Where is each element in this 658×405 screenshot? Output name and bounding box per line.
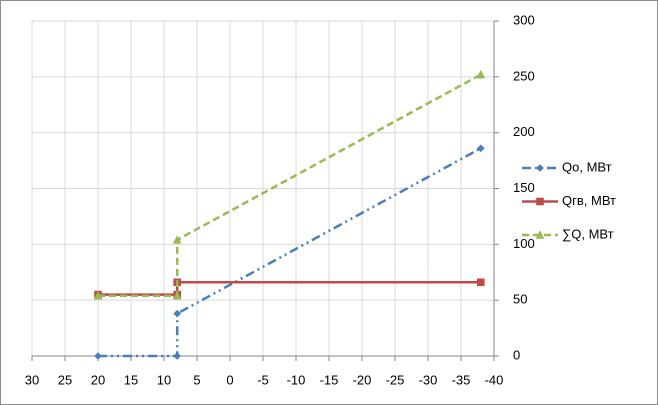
y-tick-label: 250 [513,68,535,83]
series-line [98,147,482,358]
x-tick-label: 25 [58,372,72,387]
x-tick-label: 30 [25,372,39,387]
marker [172,235,182,244]
x-tick-label: -10 [287,372,306,387]
x-tick-label: -30 [419,372,438,387]
marker [172,290,182,300]
x-tick-label: 20 [91,372,105,387]
y-tick-label: 100 [513,236,535,251]
y-tick-label: 200 [513,124,535,139]
marker [477,278,485,287]
y-tick-label: 50 [513,292,527,307]
x-tick-label: -15 [320,372,339,387]
legend-label: Qо, МВт [562,159,612,174]
x-tick-label: 0 [226,372,233,387]
x-tick-label: 10 [157,372,171,387]
x-tick-label: 5 [193,372,200,387]
x-tick-label: -20 [353,372,372,387]
legend-marker [536,197,544,206]
x-tick-label: -35 [452,372,471,387]
marker [476,69,486,79]
x-tick-label: -40 [485,372,504,387]
legend-label: ∑Q, МВт [562,226,614,241]
legend-marker [536,164,544,172]
y-tick-label: 0 [513,347,520,362]
x-tick-label: -5 [257,372,269,387]
marker [173,352,181,360]
marker [93,290,103,300]
y-tick-label: 300 [513,12,535,27]
marker [94,352,102,360]
x-tick-label: -25 [386,372,405,387]
marker [477,144,485,153]
x-tick-label: 15 [124,372,138,387]
legend-marker [535,230,545,239]
marker [173,309,181,318]
series-line [98,73,482,297]
y-tick-label: 150 [513,180,535,195]
legend-label: Qгв, МВт [562,193,616,208]
